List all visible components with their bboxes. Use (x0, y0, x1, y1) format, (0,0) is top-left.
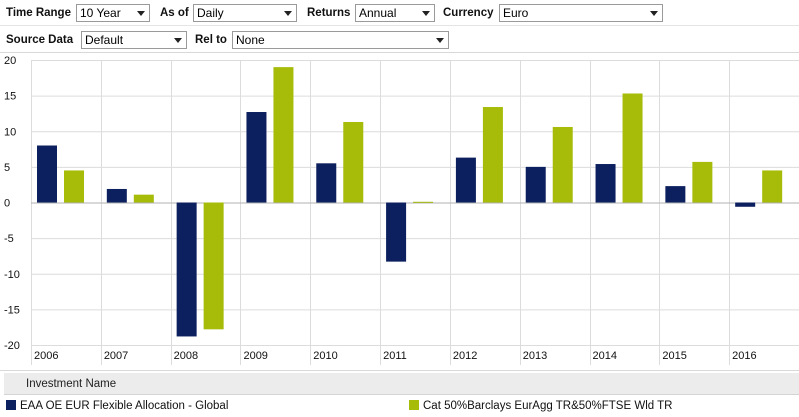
time-range-select[interactable]: 10 Year (76, 4, 150, 22)
bar-benchmark-2007 (133, 194, 154, 203)
bar-benchmark-2014 (622, 93, 643, 203)
legend-swatch-benchmark (409, 400, 419, 410)
legend: Investment Name EAA OE EUR Flexible Allo… (0, 370, 799, 417)
toolbar-row-1: Time Range 10 Year As of Daily Returns A… (0, 0, 799, 26)
x-tick-label: 2010 (313, 350, 337, 362)
x-tick-label: 2009 (243, 350, 267, 362)
currency-value: Euro (503, 6, 529, 20)
as-of-value: Daily (197, 6, 224, 20)
bar-benchmark-2006 (64, 170, 84, 203)
legend-item-label: Cat 50%Barclays EurAgg TR&50%FTSE Wld TR (423, 400, 673, 412)
rel-to-label: Rel to (195, 34, 227, 46)
y-tick-label: -5 (4, 233, 14, 245)
time-range-label: Time Range (6, 7, 71, 19)
x-tick-label: 2013 (523, 350, 547, 362)
y-tick-label: 20 (4, 55, 16, 67)
as-of-label: As of (160, 7, 189, 19)
bar-benchmark-2016 (762, 170, 783, 203)
bar-fund-2015 (665, 186, 686, 203)
chevron-down-icon (422, 11, 430, 16)
bar-benchmark-2011 (413, 201, 434, 203)
returns-label: Returns (307, 7, 351, 19)
bar-benchmark-2009 (273, 67, 294, 203)
returns-select[interactable]: Annual (355, 4, 435, 22)
bar-fund-2013 (525, 166, 546, 203)
currency-select[interactable]: Euro (499, 4, 663, 22)
y-tick-label: 10 (4, 126, 16, 138)
y-tick-label: -15 (4, 304, 20, 316)
toolbar-row-2: Source Data Default Rel to None (0, 27, 799, 53)
x-tick-label: 2006 (34, 350, 58, 362)
chevron-down-icon (174, 38, 182, 43)
chevron-down-icon (284, 11, 292, 16)
time-range-value: 10 Year (80, 6, 121, 20)
returns-value: Annual (359, 6, 397, 20)
y-tick-label: 0 (4, 198, 10, 210)
legend-item-label: EAA OE EUR Flexible Allocation - Global (20, 400, 229, 412)
y-tick-label: 15 (4, 91, 16, 103)
legend-swatch-fund (6, 400, 16, 410)
y-tick-label: -10 (4, 269, 20, 281)
x-tick-label: 2016 (732, 350, 756, 362)
x-tick-label: 2011 (383, 350, 407, 362)
bar-benchmark-2010 (343, 121, 364, 203)
bar-fund-2009 (246, 112, 267, 203)
source-data-select[interactable]: Default (81, 31, 187, 49)
bar-fund-2010 (316, 163, 337, 203)
x-tick-label: 2014 (593, 350, 617, 362)
x-tick-label: 2015 (662, 350, 686, 362)
legend-header: Investment Name (4, 373, 799, 395)
legend-header-label: Investment Name (26, 378, 117, 390)
bar-fund-2007 (106, 188, 127, 203)
bar-fund-2008 (176, 202, 197, 337)
source-data-label: Source Data (6, 34, 74, 46)
source-data-value: Default (85, 33, 124, 47)
bar-fund-2016 (735, 202, 756, 207)
bar-benchmark-2012 (482, 107, 503, 203)
y-tick-label: 5 (4, 162, 10, 174)
bar-fund-2006 (37, 145, 57, 203)
bar-benchmark-2013 (552, 126, 573, 203)
bar-fund-2011 (386, 202, 407, 262)
y-tick-label: -20 (4, 340, 20, 352)
bar-benchmark-2008 (203, 202, 224, 330)
legend-item-fund: EAA OE EUR Flexible Allocation - Global (6, 400, 228, 412)
x-tick-label: 2007 (104, 350, 128, 362)
currency-label: Currency (443, 7, 494, 19)
bar-fund-2014 (595, 164, 616, 203)
chevron-down-icon (137, 11, 145, 16)
chart-area: 20 15 10 5 0 -5 -10 -15 -20 2006 2007 2008 2009 2010 2… (0, 54, 799, 368)
x-tick-label: 2012 (453, 350, 477, 362)
rel-to-value: None (236, 33, 265, 47)
as-of-select[interactable]: Daily (193, 4, 297, 22)
bar-benchmark-2015 (692, 161, 713, 203)
legend-item-benchmark: Cat 50%Barclays EurAgg TR&50%FTSE Wld TR (409, 400, 672, 412)
x-tick-label: 2008 (174, 350, 198, 362)
chevron-down-icon (650, 11, 658, 16)
rel-to-select[interactable]: None (232, 31, 449, 49)
bar-fund-2012 (455, 157, 476, 203)
chevron-down-icon (436, 38, 444, 43)
